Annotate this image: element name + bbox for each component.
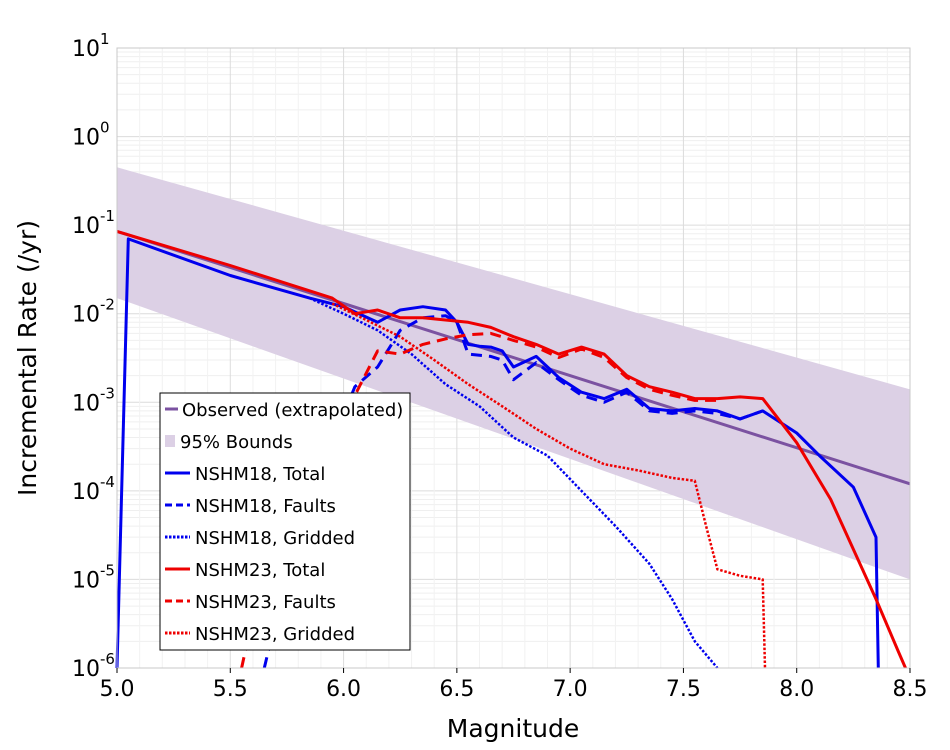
y-tick-label: 10-2 xyxy=(72,296,115,328)
legend-label: NSHM18, Gridded xyxy=(195,528,355,549)
legend-swatch xyxy=(165,435,175,447)
series-nshm23-faults xyxy=(240,331,718,669)
legend-label: NSHM18, Faults xyxy=(195,496,336,517)
y-tick-label: 10-1 xyxy=(72,207,115,239)
y-axis-label: Incremental Rate (/yr) xyxy=(13,220,42,496)
y-tick-label: 10-3 xyxy=(72,384,115,416)
y-ticks: 10-6 10-5 10-4 10-3 10-2 10-1 100 101 xyxy=(72,30,115,682)
y-tick-label: 101 xyxy=(72,30,110,62)
legend-label: NSHM23, Gridded xyxy=(195,624,355,645)
series-layer xyxy=(115,229,911,669)
series-nshm18-gridded xyxy=(309,296,719,669)
series-nshm18-faults xyxy=(262,314,764,669)
x-tick-label: 8.0 xyxy=(779,677,814,702)
legend-label: Observed (extrapolated) xyxy=(182,400,403,421)
x-tick-label: 7.5 xyxy=(666,677,701,702)
y-tick-label: 10-4 xyxy=(72,473,115,505)
series-nshm23-total xyxy=(116,229,907,669)
x-tick-label: 6.5 xyxy=(439,677,474,702)
legend-label: NSHM23, Faults xyxy=(195,592,336,613)
bounds-layer xyxy=(117,167,910,580)
x-tick-label: 7.0 xyxy=(553,677,588,702)
legend: Observed (extrapolated) 95% Bounds NSHM18,… xyxy=(159,392,411,651)
legend-box xyxy=(159,392,411,651)
y-tick-label: 100 xyxy=(72,119,110,151)
legend-label: NSHM23, Total xyxy=(195,560,325,581)
plot-frame xyxy=(116,47,911,669)
x-tick-label: 5.5 xyxy=(213,677,248,702)
series-nshm23-gridded xyxy=(331,302,767,669)
x-tick-label: 6.0 xyxy=(326,677,361,702)
legend-label: 95% Bounds xyxy=(180,432,293,453)
series-observed-extrapolated xyxy=(116,229,911,486)
y-tick-label: 10-6 xyxy=(72,650,115,682)
x-ticks: 5.0 5.5 6.0 6.5 7.0 7.5 8.0 8.5 xyxy=(100,668,928,702)
y-tick-label: 10-5 xyxy=(72,561,115,593)
x-tick-label: 5.0 xyxy=(100,677,135,702)
x-axis-label: Magnitude xyxy=(447,714,579,743)
legend-label: NSHM18, Total xyxy=(195,464,325,485)
x-tick-label: 8.5 xyxy=(893,677,928,702)
bounds-band xyxy=(117,167,910,580)
